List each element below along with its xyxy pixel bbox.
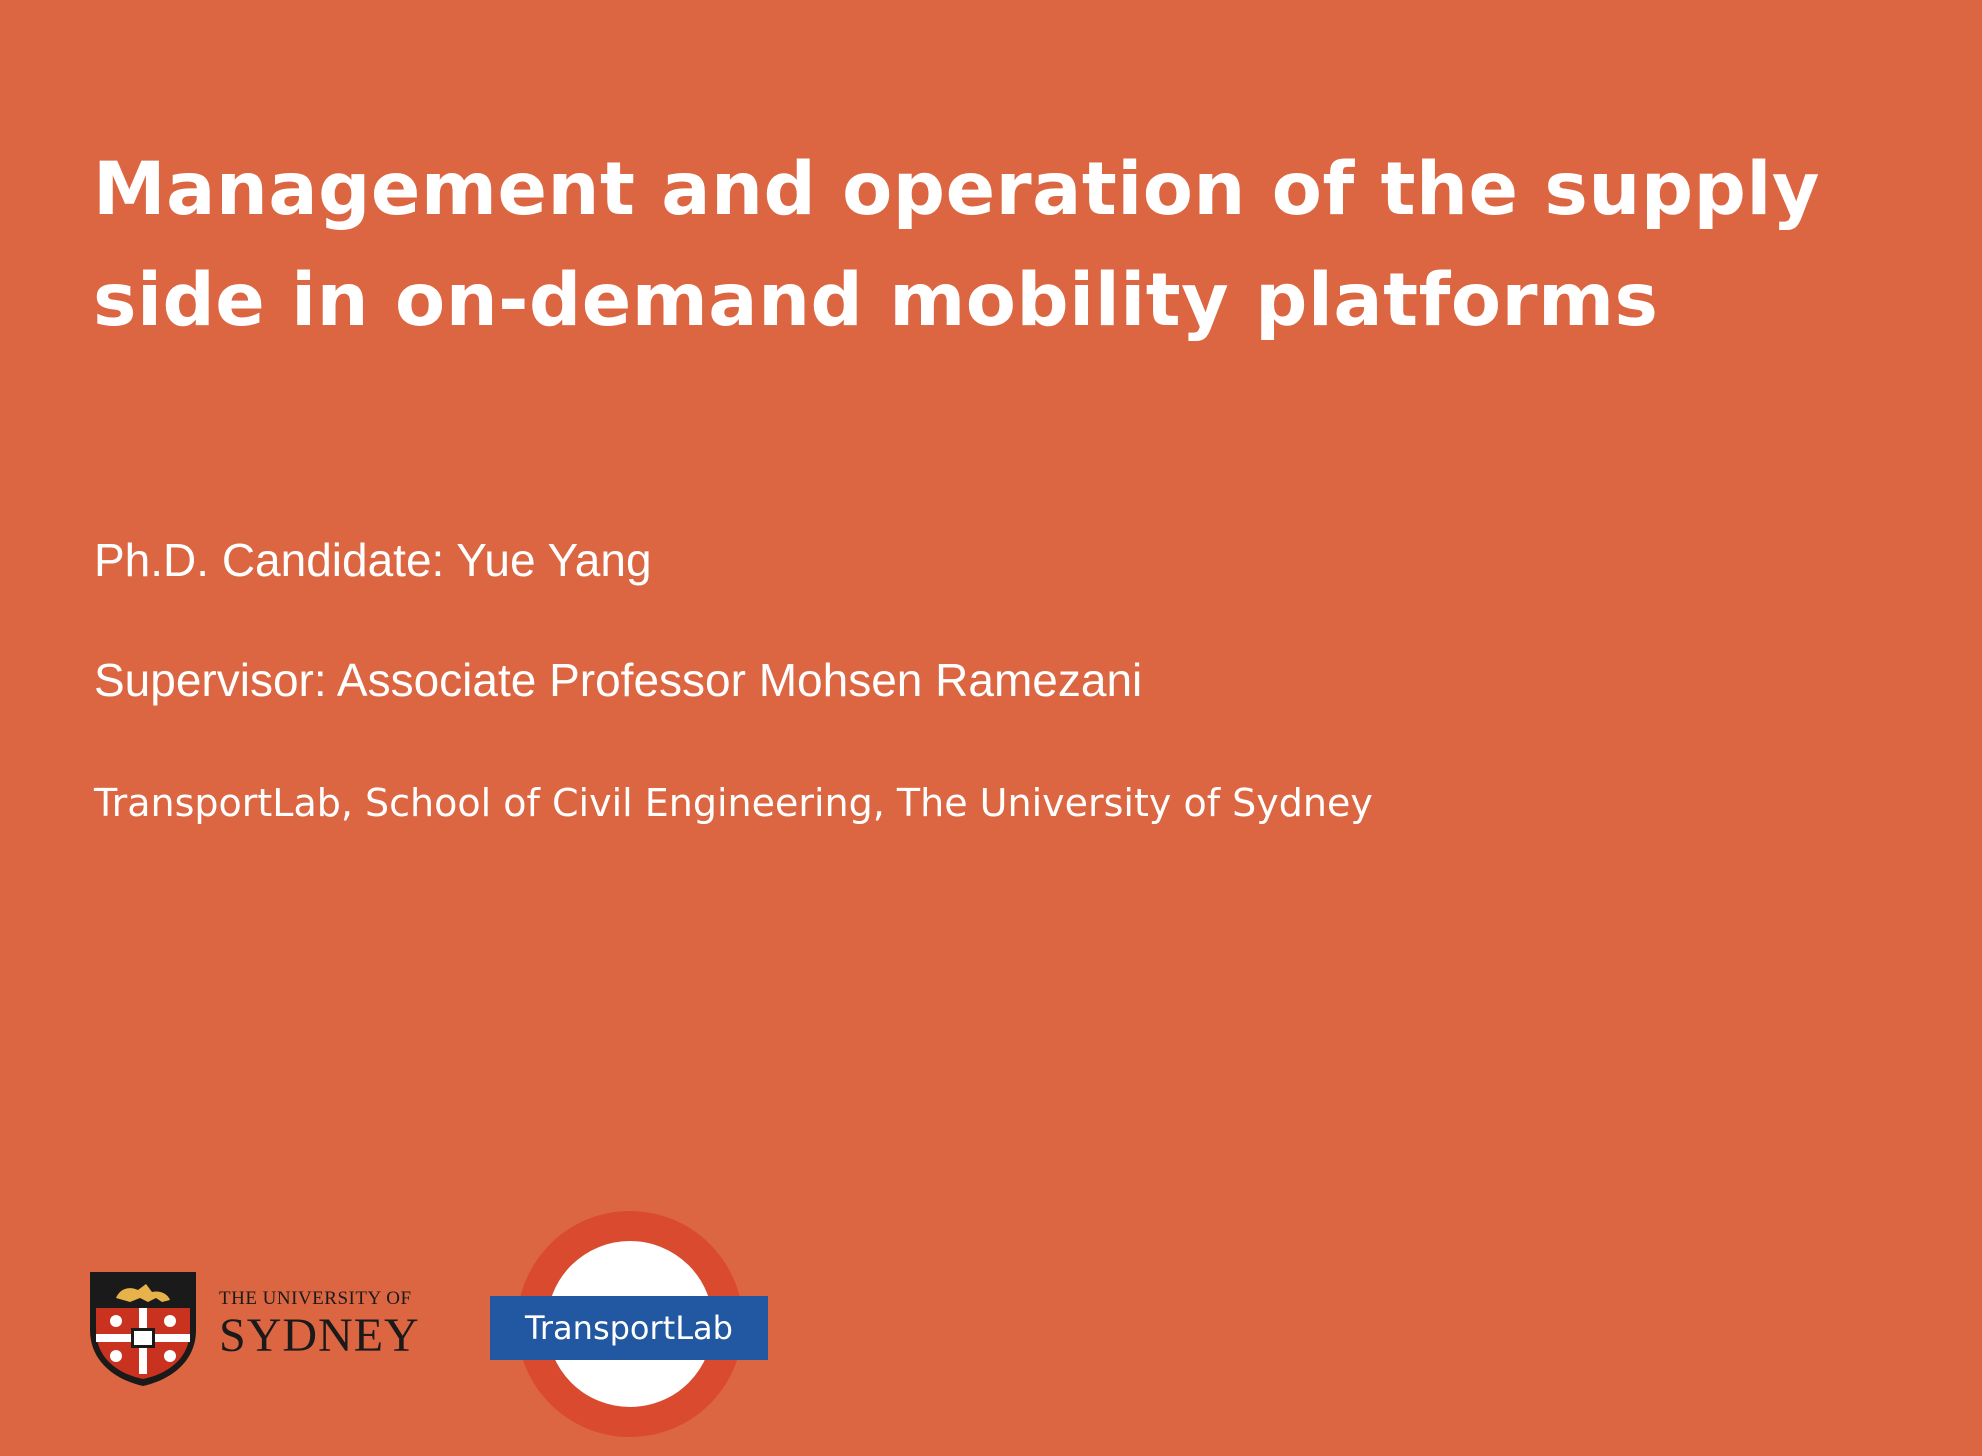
affiliation-text: TransportLab, School of Civil Engineerin…	[94, 781, 1373, 825]
supervisor-text: Supervisor: Associate Professor Mohsen R…	[94, 654, 1143, 706]
slide-title-line: side in on-demand mobility platforms	[93, 258, 1659, 343]
university-wordmark: THE UNIVERSITY OF SYDNEY	[219, 1288, 420, 1362]
transportlab-label: TransportLab	[490, 1296, 768, 1360]
candidate-text: Ph.D. Candidate: Yue Yang	[94, 534, 652, 586]
university-wordmark-line1: THE UNIVERSITY OF	[219, 1288, 412, 1309]
university-crest-icon	[90, 1272, 196, 1386]
slide-title-line: Management and operation of the supply	[93, 147, 1820, 232]
transportlab-logo: TransportLab	[490, 1210, 770, 1456]
university-wordmark-line2: SYDNEY	[219, 1309, 420, 1362]
slide-title: Management and operation of the supply s…	[93, 134, 1820, 356]
university-of-sydney-logo: THE UNIVERSITY OF SYDNEY	[86, 1268, 436, 1388]
